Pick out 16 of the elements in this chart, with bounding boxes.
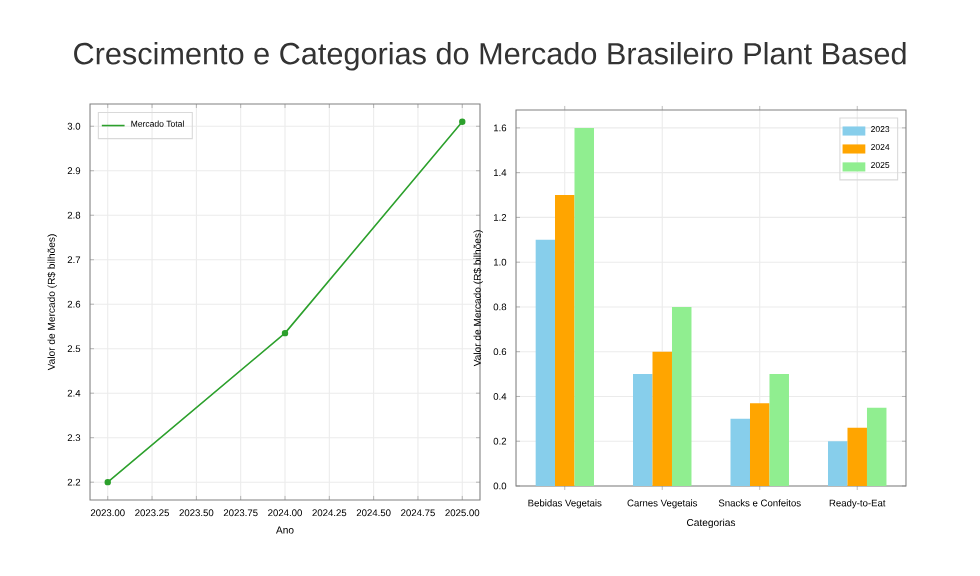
point: [459, 118, 466, 126]
point: [104, 478, 111, 486]
bar: [750, 403, 770, 486]
bar: [555, 195, 575, 486]
bar: [847, 427, 867, 486]
bar: [574, 127, 594, 486]
point: [281, 329, 289, 337]
chart-title: Crescimento e Categorias do Mercado Brasileiro Plant Based: [74, 42, 906, 71]
bar: [730, 418, 750, 486]
bar: [769, 374, 789, 486]
bar: [633, 374, 653, 486]
bar: [671, 306, 692, 486]
bar: [827, 441, 848, 486]
bar: [866, 407, 887, 486]
bar: [652, 351, 672, 486]
bar: [535, 239, 555, 486]
